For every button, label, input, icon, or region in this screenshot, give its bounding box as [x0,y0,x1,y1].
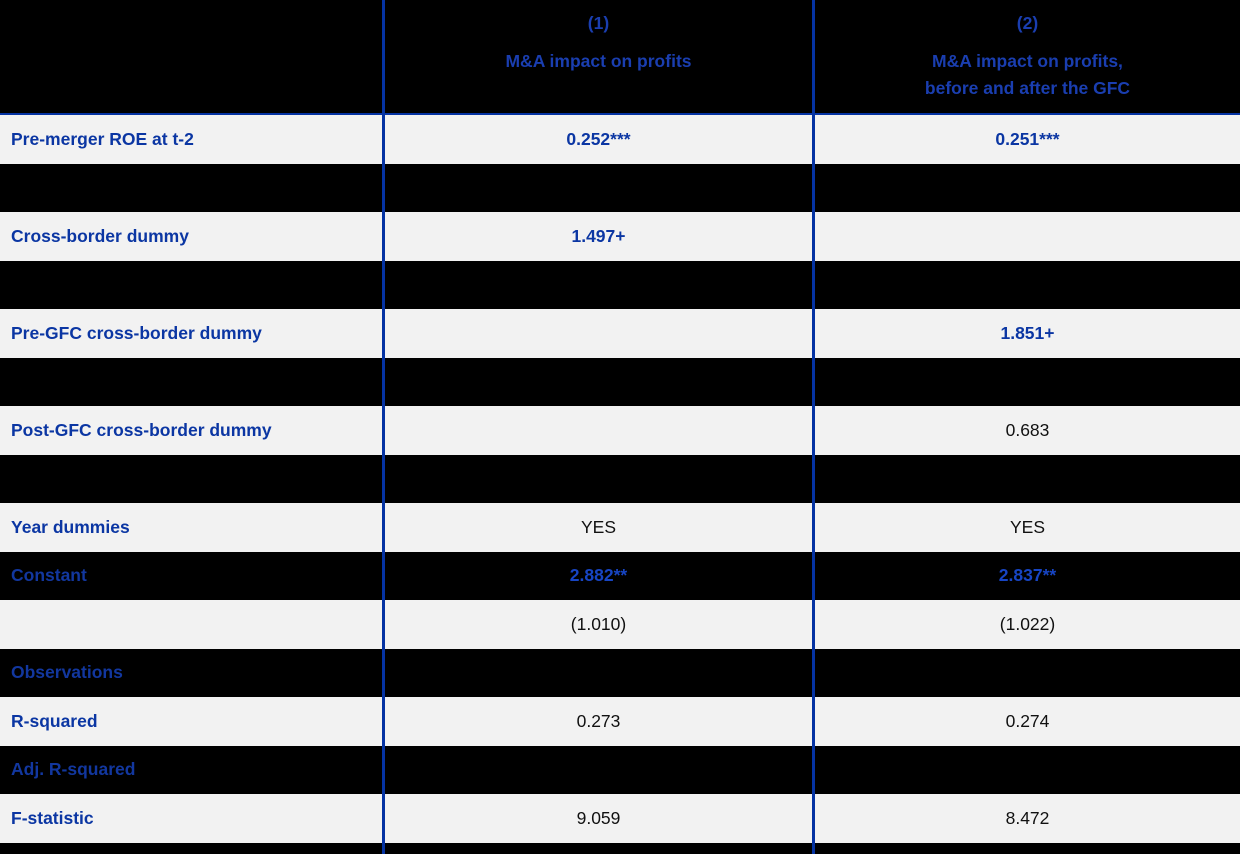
cell-value: 0.273 [382,697,812,746]
table-row-f-statistic: F-statistic 9.059 8.472 [0,794,1240,843]
row-label [0,261,382,310]
row-label [0,164,382,213]
table-row-adj-r-squared: Adj. R-squared [0,745,1240,794]
cell-value [812,357,1240,406]
cell-value: 1.851+ [812,309,1240,358]
cell-value [382,357,812,406]
row-label: Pre-GFC cross-border dummy [11,322,262,343]
column-2-header: (2) M&A impact on profits, before and af… [812,0,1240,113]
table-row-constant-std-errors: (1.010) (1.022) [0,600,1240,649]
column-1-header: (1) M&A impact on profits [382,0,812,113]
column-2-number: (2) [1016,13,1039,33]
cell-value: 9.059 [382,794,812,843]
cell-value [382,406,812,455]
row-label: Adj. R-squared [11,759,136,780]
table-row-constant: Constant 2.882** 2.837** [0,551,1240,600]
cell-value: 2.837** [812,551,1240,600]
table-row-pre-merger-roe: Pre-merger ROE at t-2 0.252*** 0.251*** [0,115,1240,164]
column-1-title: M&A impact on profits [505,51,692,71]
table-row-post-gfc-cross-border-dummy: Post-GFC cross-border dummy 0.683 [0,406,1240,455]
table-header: (1) M&A impact on profits (2) M&A impact… [0,0,1240,115]
bottom-strip [0,842,1240,854]
cell-value [382,745,812,794]
bottom-strip-cell [812,842,1240,854]
column-2-title: M&A impact on profits, before and after … [924,51,1131,99]
cell-value: 1.497+ [382,212,812,261]
cell-value [382,163,812,212]
table-row-observations: Observations [0,648,1240,697]
cell-value: 0.251*** [812,115,1240,164]
cell-value: 0.252*** [382,115,812,164]
cell-value: (1.022) [812,600,1240,649]
cell-value [812,212,1240,261]
table-row-r-squared: R-squared 0.273 0.274 [0,697,1240,746]
table-row-cross-border-dummy: Cross-border dummy 1.497+ [0,212,1240,261]
cell-value [382,260,812,309]
row-label: Constant [11,565,87,586]
cell-value: 0.274 [812,697,1240,746]
cell-value: 8.472 [812,794,1240,843]
cell-value [382,648,812,697]
cell-value [812,163,1240,212]
table-row-pre-gfc-cross-border-dummy: Pre-GFC cross-border dummy 1.851+ [0,309,1240,358]
separator-row [0,260,1240,310]
cell-value: YES [382,503,812,552]
cell-value [812,648,1240,697]
cell-value: YES [812,503,1240,552]
cell-value: 0.683 [812,406,1240,455]
column-1-number: (1) [587,13,610,33]
cell-value [812,745,1240,794]
cell-value [812,454,1240,503]
row-label: F-statistic [11,807,94,828]
row-label: Observations [11,662,123,683]
separator-row [0,163,1240,213]
bottom-strip-cell [0,843,382,854]
row-label [0,600,382,649]
header-empty-cell [0,0,382,113]
row-label: Year dummies [11,516,130,537]
cell-value [382,309,812,358]
row-label: Cross-border dummy [11,225,189,246]
bottom-strip-cell [382,842,812,854]
row-label: Pre-merger ROE at t-2 [11,128,194,149]
cell-value: (1.010) [382,600,812,649]
cell-value: 2.882** [382,551,812,600]
row-label: Post-GFC cross-border dummy [11,419,272,440]
cell-value [812,260,1240,309]
cell-value [382,454,812,503]
table-row-year-dummies: Year dummies YES YES [0,503,1240,552]
row-label [0,358,382,407]
separator-row [0,357,1240,407]
row-label: R-squared [11,710,98,731]
separator-row [0,454,1240,504]
row-label [0,455,382,504]
